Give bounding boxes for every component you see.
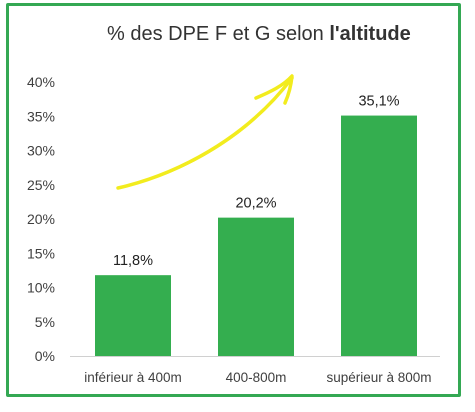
y-tick-label: 0% <box>35 348 55 364</box>
chart-title: % des DPE F et G selon l'altitude <box>107 23 411 45</box>
y-tick-label: 30% <box>27 143 55 159</box>
x-tick-label: supérieur à 800m <box>326 370 431 385</box>
x-tick-label: inférieur à 400m <box>84 370 182 385</box>
chart-title-bold: l'altitude <box>329 23 410 45</box>
bar <box>95 275 171 356</box>
chart-frame <box>6 3 461 397</box>
data-label: 20,2% <box>235 196 276 212</box>
trend-arrow-icon <box>116 74 294 190</box>
y-tick-label: 35% <box>27 108 55 124</box>
y-tick-label: 20% <box>27 211 55 227</box>
y-tick-label: 5% <box>35 314 55 330</box>
bar <box>341 115 417 356</box>
y-tick-label: 25% <box>27 177 55 193</box>
trend-arrow-stroke <box>125 81 289 187</box>
y-tick-label: 10% <box>27 280 55 296</box>
x-axis: inférieur à 400m 400-800m supérieur à 800m <box>84 370 431 385</box>
data-label: 35,1% <box>358 94 399 110</box>
data-label: 11,8% <box>113 253 153 269</box>
data-labels: 11,8% 20,2% 35,1% <box>113 94 400 270</box>
bar <box>218 217 294 356</box>
x-tick-label: 400-800m <box>226 370 287 385</box>
bar-series <box>95 115 417 356</box>
y-axis: 0% 5% 10% 15% 20% 25% 30% 35% 40% <box>27 74 55 364</box>
y-tick-label: 40% <box>27 74 55 90</box>
chart-title-text: % des DPE F et G selon <box>107 23 329 45</box>
y-tick-label: 15% <box>27 245 55 261</box>
trend-arrow-head <box>254 74 294 105</box>
